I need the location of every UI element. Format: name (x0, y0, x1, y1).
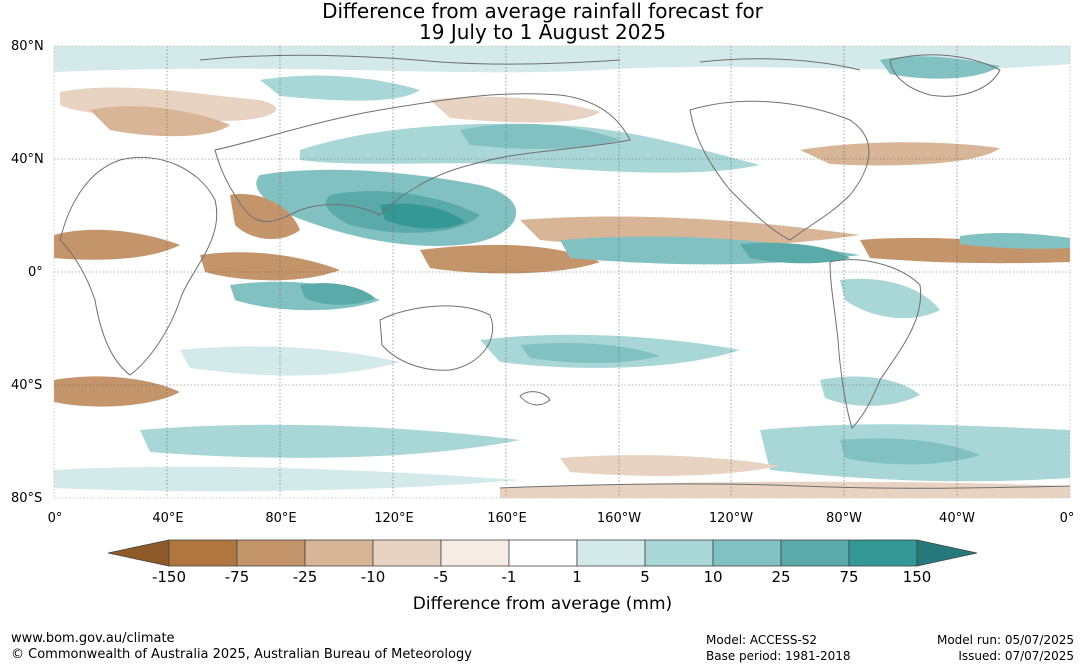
lat-label-80n: 80°N (11, 39, 44, 54)
anomaly-region (430, 96, 600, 123)
anomaly-region (300, 283, 375, 305)
footer-website: www.bom.gov.au/climate (11, 631, 175, 646)
lon-label-160e: 160°E (487, 511, 527, 526)
anomaly-region (200, 252, 340, 281)
anomaly-region (260, 75, 420, 101)
colorbar-tick: -5 (433, 568, 449, 586)
lon-label-160w: 160°W (596, 511, 642, 526)
colorbar-swatch (304, 539, 374, 567)
anomaly-region (420, 244, 600, 274)
anomaly-region (960, 232, 1070, 249)
colorbar-tick: 25 (771, 568, 791, 586)
map-field (54, 46, 1070, 498)
colorbar-high-arrow (916, 539, 978, 567)
colorbar-tick: -10 (360, 568, 386, 586)
anomaly-region (560, 455, 780, 476)
colorbar-swatch (712, 539, 782, 567)
anomaly-region (800, 142, 1000, 166)
anomaly-region (140, 424, 520, 458)
colorbar-tick: 5 (640, 568, 650, 586)
colorbar-swatch (372, 539, 442, 567)
lon-label-40w: 40°W (939, 511, 975, 526)
footer-copyright: © Commonwealth of Australia 2025, Austra… (11, 647, 472, 662)
anomaly-region (500, 481, 1070, 498)
lon-label-80w: 80°W (826, 511, 862, 526)
footer-base-period: Base period: 1981-2018 (706, 649, 851, 663)
colorbar-tick: -1 (501, 568, 517, 586)
anomaly-region (54, 376, 180, 407)
colorbar-swatch (576, 539, 646, 567)
colorbar-swatch (168, 539, 238, 567)
anomaly-region (380, 203, 465, 229)
colorbar-tick: -75 (224, 568, 250, 586)
lat-label-40n: 40°N (11, 152, 44, 167)
colorbar-swatch (440, 539, 510, 567)
lon-label-120w: 120°W (708, 511, 754, 526)
lat-label-80s: 80°S (11, 491, 43, 506)
anomaly-region (840, 278, 940, 319)
anomaly-region (54, 229, 180, 260)
colorbar (107, 539, 978, 567)
anomaly-region (54, 46, 1070, 73)
colorbar-low-arrow (107, 539, 170, 567)
lat-label-40s: 40°S (11, 378, 43, 393)
anomaly-region (880, 56, 1000, 79)
footer-model: Model: ACCESS-S2 (706, 633, 818, 647)
lon-label-120e: 120°E (374, 511, 414, 526)
colorbar-tick: 150 (902, 568, 932, 586)
lat-label-equator: 0° (28, 265, 43, 280)
anomaly-region (180, 346, 400, 376)
colorbar-label: Difference from average (mm) (412, 594, 673, 614)
lon-label-0-left: 0° (47, 511, 63, 526)
colorbar-tick: -150 (151, 568, 187, 586)
footer-model-run: Model run: 05/07/2025 (936, 633, 1074, 647)
footer-issued: Issued: 07/07/2025 (958, 649, 1074, 663)
colorbar-tick: 10 (703, 568, 723, 586)
coastlines (59, 54, 1070, 489)
colorbar-swatch (780, 539, 850, 567)
colorbar-tick: -25 (292, 568, 318, 586)
lon-label-80e: 80°E (265, 511, 297, 526)
anomaly-region (840, 438, 980, 465)
anomaly-region (54, 466, 520, 492)
colorbar-swatch (848, 539, 918, 567)
colorbar-swatch (236, 539, 306, 567)
map-title-line1: Difference from average rainfall forecas… (322, 0, 763, 23)
colorbar-tick: 1 (572, 568, 582, 586)
graticule (54, 46, 1070, 498)
colorbar-swatch (644, 539, 714, 567)
colorbar-tick: 75 (839, 568, 859, 586)
lon-label-0-right: 0° (1059, 511, 1075, 526)
anomaly-region (520, 343, 660, 363)
anomaly-region (230, 194, 300, 240)
anomaly-region (460, 123, 620, 149)
anomaly-region (740, 242, 850, 264)
anomaly-region (90, 106, 230, 137)
lon-label-40e: 40°E (152, 511, 184, 526)
map-title-line2: 19 July to 1 August 2025 (419, 20, 666, 44)
colorbar-swatch (508, 539, 578, 567)
